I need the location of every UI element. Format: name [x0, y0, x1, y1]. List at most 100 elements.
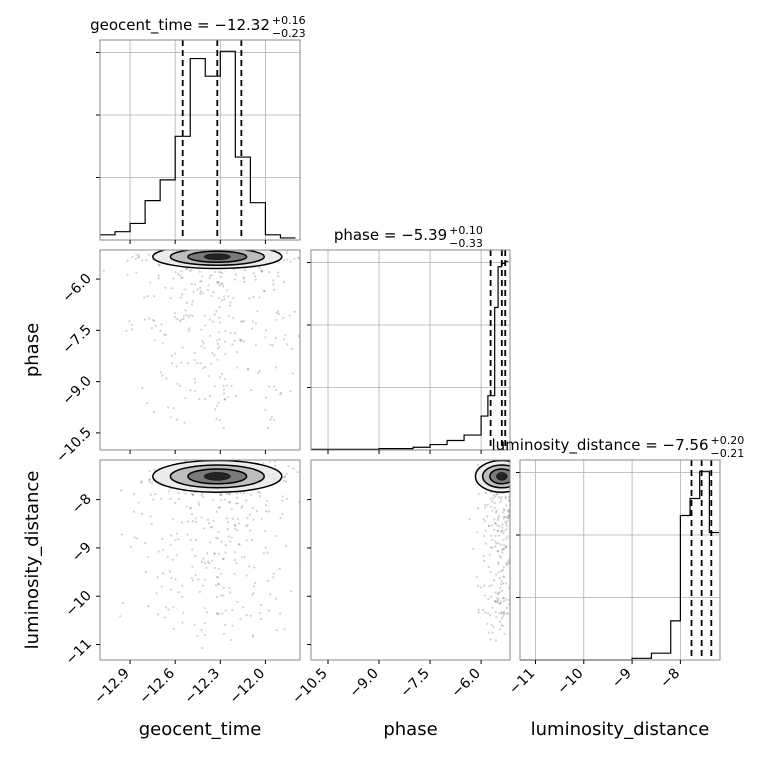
scatter-point [505, 598, 508, 601]
scatter-point [252, 634, 255, 637]
scatter-point [275, 311, 278, 314]
histogram-luminosity_distance [520, 470, 720, 661]
scatter-point [514, 627, 516, 629]
scatter-point [272, 572, 275, 575]
scatter-point [512, 477, 514, 479]
scatter-point [208, 276, 211, 280]
scatter-point [496, 592, 499, 595]
x-tick-label-luminosity_distance: −10 [554, 666, 586, 698]
scatter-point [498, 628, 502, 631]
scatter-point [186, 533, 189, 536]
scatter-point [213, 354, 216, 357]
scatter-point [223, 295, 226, 298]
scatter-point [487, 565, 490, 569]
scatter-point [496, 524, 499, 527]
scatter-point [200, 628, 203, 632]
scatter-point [521, 480, 523, 482]
scatter-point [277, 313, 280, 316]
scatter-point [497, 592, 500, 595]
scatter-point [207, 560, 210, 563]
scatter-point [516, 478, 518, 480]
scatter-point [221, 299, 224, 302]
scatter-point [264, 504, 268, 507]
scatter-point [514, 479, 516, 481]
scatter-point [510, 465, 512, 467]
scatter-point [146, 402, 149, 405]
scatter-point [284, 334, 287, 337]
scatter-point [209, 334, 212, 337]
scatter-point [194, 539, 198, 542]
scatter-point [506, 612, 509, 615]
scatter-point [219, 572, 223, 575]
scatter-point [157, 274, 160, 277]
scatter-point [515, 484, 517, 486]
scatter-point [236, 502, 240, 505]
scatter-point [242, 319, 246, 322]
scatter-point [495, 573, 498, 576]
scatter-point [512, 492, 514, 494]
scatter-point [201, 275, 204, 278]
scatter-point [255, 510, 258, 513]
scatter-point [169, 416, 172, 419]
scatter-point [143, 296, 146, 299]
scatter-point [190, 576, 193, 580]
scatter-point [505, 504, 508, 507]
scatter-point [505, 537, 508, 540]
scatter-point [522, 538, 524, 540]
scatter-point [160, 585, 163, 588]
scatter-point [505, 544, 508, 547]
scatter-point [503, 576, 506, 579]
scatter-point [190, 303, 194, 306]
scatter-point [498, 612, 501, 615]
scatter-point [171, 517, 174, 521]
scatter-point [194, 554, 197, 558]
scatter-point [289, 390, 292, 393]
scatter-point [512, 478, 514, 480]
scatter-point [160, 497, 163, 500]
scatter-point [251, 593, 254, 596]
scatter-point [203, 622, 206, 625]
title-upper-error-phase: +0.10 [449, 224, 483, 237]
scatter-point [496, 529, 499, 532]
scatter-point [516, 475, 518, 477]
scatter-point [499, 583, 503, 586]
scatter-point [199, 286, 202, 289]
scatter-point [174, 539, 177, 542]
scatter-point [521, 476, 523, 478]
scatter-point [218, 321, 222, 324]
scatter-point [217, 270, 221, 274]
scatter-point [163, 616, 167, 619]
scatter-point [525, 523, 527, 525]
scatter-point [266, 579, 270, 583]
scatter-point [512, 479, 514, 481]
panel-frame [99, 459, 301, 661]
scatter-point [226, 527, 229, 531]
scatter-point [229, 304, 232, 307]
scatter-point [210, 362, 213, 365]
scatter-point [224, 353, 227, 356]
scatter-point [515, 610, 517, 612]
scatter-point [512, 463, 514, 465]
scatter-point [201, 584, 204, 587]
scatter-point [146, 295, 149, 298]
scatter-point [203, 347, 206, 350]
scatter-point [216, 537, 219, 540]
scatter-point [233, 527, 236, 530]
scatter-point [178, 384, 181, 387]
scatter-point [501, 526, 504, 529]
scatter-point [195, 362, 199, 365]
scatter-point [513, 587, 515, 589]
scatter-point [190, 513, 194, 516]
scatter-point [490, 595, 493, 598]
scatter-point [228, 492, 232, 495]
scatter-point [245, 525, 248, 528]
scatter-point [284, 480, 288, 483]
scatter-point [236, 366, 239, 369]
scatter-point [502, 548, 505, 551]
scatter-point [175, 365, 178, 368]
scatter-point [502, 547, 506, 550]
scatter-point [227, 315, 230, 318]
scatter-point [251, 320, 255, 323]
scatter-point [184, 492, 187, 495]
scatter-point [513, 491, 515, 493]
